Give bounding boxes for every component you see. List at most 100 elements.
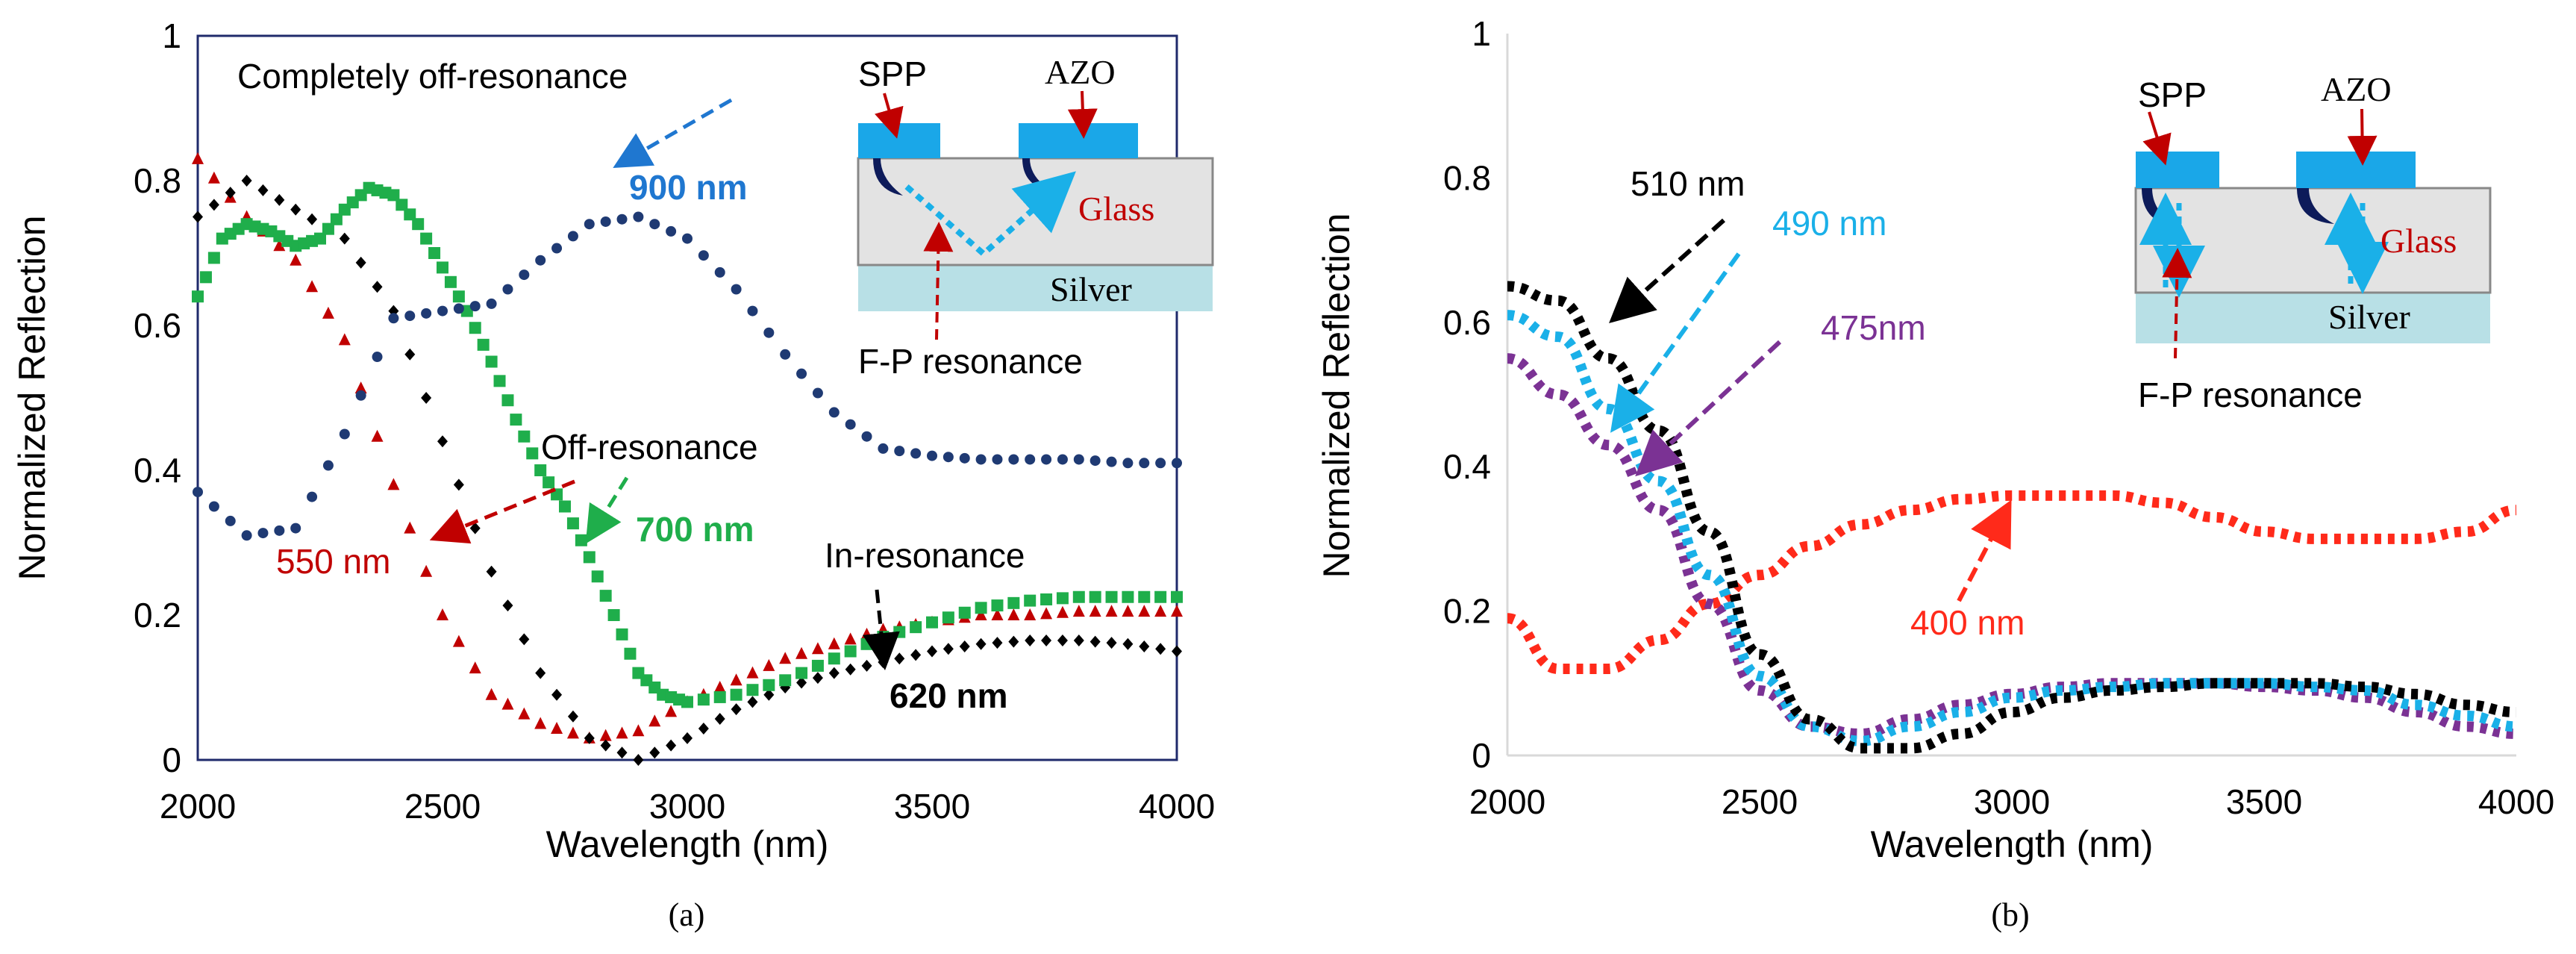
data-point-900nm [567, 231, 578, 242]
data-point-700nm [1007, 596, 1020, 609]
data-point-700nm [746, 684, 759, 696]
data-point-550nm [338, 333, 351, 346]
data-point-700nm [526, 447, 539, 460]
data-point-900nm [1122, 458, 1134, 469]
data-point-700nm [452, 290, 465, 303]
data-point-550nm [1040, 607, 1053, 620]
data-point-700nm [991, 599, 1004, 612]
data-point-620nm [992, 637, 1003, 649]
data-point-700nm [330, 213, 343, 225]
data-point-700nm [501, 394, 514, 407]
data-point-900nm [747, 305, 758, 317]
data-point-900nm [225, 515, 236, 526]
y-tick-label: 0 [162, 741, 181, 779]
data-point-700nm [779, 674, 792, 687]
data-point-620nm [910, 649, 922, 661]
arrow-400nm [1957, 499, 2012, 602]
data-point-700nm [599, 590, 612, 602]
data-point-900nm [714, 266, 725, 278]
data-point-550nm [1105, 605, 1118, 617]
data-point-700nm [207, 252, 220, 264]
data-point-900nm [1073, 454, 1084, 465]
data-point-900nm [861, 431, 872, 442]
data-point-900nm [910, 448, 922, 459]
data-point-900nm [193, 487, 203, 498]
inset-azo-arrow [1067, 90, 1098, 139]
data-point-620nm [1139, 640, 1150, 653]
inset-fp-path [904, 171, 1076, 258]
data-point-550nm [551, 721, 563, 734]
data-point-700nm [314, 232, 326, 245]
data-point-550nm [1024, 608, 1037, 620]
data-point-700nm [713, 690, 726, 703]
data-point-550nm [648, 714, 661, 727]
data-point-620nm [1041, 634, 1052, 646]
annotation-700nm: 700 nm [636, 510, 754, 549]
inset-diagram-b: SPP AZO Glass Silver F-P resonance [2134, 70, 2492, 414]
data-point-550nm [387, 478, 400, 490]
data-point-700nm [322, 222, 334, 235]
data-point-620nm [372, 281, 383, 293]
data-point-900nm [535, 255, 546, 266]
data-point-900nm [1106, 456, 1117, 467]
inset-azo-label-b: AZO [2321, 70, 2392, 108]
data-point-700nm [942, 611, 954, 624]
inset-glass-label-b: Glass [2380, 222, 2457, 260]
data-point-900nm [502, 284, 513, 295]
data-point-700nm [591, 570, 604, 583]
data-point-620nm [404, 348, 416, 361]
data-point-700nm [1056, 592, 1069, 605]
data-point-900nm [1155, 458, 1166, 469]
annotation-off-resonance: Off-resonance [541, 428, 758, 467]
y-ticks-b: 0 0.2 0.4 0.6 0.8 1 [1443, 14, 1491, 775]
data-point-900nm [698, 250, 709, 261]
data-point-700nm [387, 189, 400, 202]
data-point-620nm [1106, 637, 1117, 649]
data-point-700nm [477, 338, 490, 351]
data-point-620nm [486, 565, 497, 578]
data-point-620nm [551, 688, 563, 701]
arrow-700nm [585, 476, 629, 544]
data-point-620nm [714, 713, 725, 726]
y-ticks-a: 0 0.2 0.4 0.6 0.8 1 [134, 16, 181, 779]
data-point-700nm [412, 218, 425, 231]
data-point-700nm [543, 476, 555, 489]
series-900nm [193, 211, 1182, 541]
data-point-620nm [502, 599, 513, 612]
data-point-550nm [322, 306, 334, 319]
data-point-620nm [1025, 634, 1036, 646]
data-point-900nm [404, 311, 416, 322]
data-point-900nm [616, 213, 628, 225]
x-tick-label: 2500 [404, 787, 481, 826]
data-point-700nm [437, 261, 448, 274]
data-point-900nm [355, 390, 366, 401]
data-point-900nm [927, 450, 937, 461]
y-tick-label: 0.8 [134, 161, 181, 200]
data-point-550nm [1072, 605, 1085, 617]
data-point-550nm [404, 521, 416, 534]
data-point-550nm [713, 681, 726, 693]
data-point-550nm [730, 673, 743, 686]
inset-spp-label-b: SPP [2138, 75, 2207, 114]
data-point-700nm [444, 275, 457, 288]
inset-fp-label-b: F-P resonance [2138, 375, 2363, 414]
panel-label-a: (a) [669, 897, 705, 933]
y-tick-label: 1 [162, 16, 181, 55]
data-point-700nm [958, 606, 971, 619]
data-point-700nm [396, 199, 408, 211]
data-point-900nm [845, 419, 856, 430]
data-point-900nm [584, 219, 595, 230]
data-point-620nm [828, 667, 840, 679]
data-point-550nm [501, 697, 514, 710]
data-point-900nm [1172, 458, 1182, 469]
data-point-900nm [649, 219, 660, 230]
x-tick-label: 2500 [1722, 782, 1798, 821]
data-point-900nm [241, 530, 252, 541]
x-tick-label: 2000 [160, 787, 236, 826]
data-point-700nm [860, 637, 873, 650]
data-point-550nm [371, 429, 384, 442]
data-point-900nm [942, 452, 954, 463]
data-point-550nm [534, 717, 547, 729]
series-line-490nm [1507, 310, 2517, 746]
data-point-700nm [493, 375, 506, 387]
